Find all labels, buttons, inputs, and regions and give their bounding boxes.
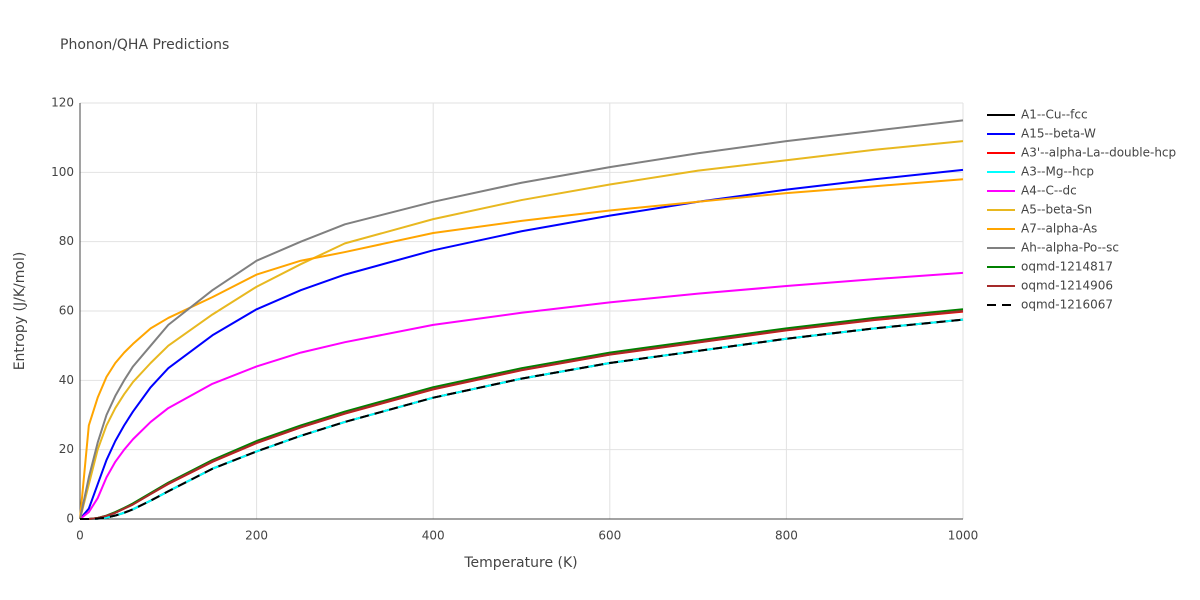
- x-tick-label: 600: [598, 529, 621, 543]
- legend-label: A3--Mg--hcp: [1021, 165, 1094, 179]
- x-tick-label: 800: [775, 529, 798, 543]
- series-line: [79, 119, 964, 520]
- legend-label: oqmd-1216067: [1021, 298, 1113, 312]
- legend-label: A4--C--dc: [1021, 184, 1077, 198]
- series-line: [80, 318, 964, 520]
- legend-label: A5--beta-Sn: [1021, 203, 1092, 217]
- y-tick-label: 120: [51, 96, 74, 110]
- legend-label: A15--beta-W: [1021, 127, 1096, 141]
- y-tick-label: 60: [59, 304, 74, 318]
- y-tick-label: 0: [66, 512, 74, 526]
- y-axis-title: Entropy (J/K/mol): [12, 252, 28, 371]
- series-line: [79, 271, 964, 520]
- legend-label: A1--Cu--fcc: [1021, 108, 1088, 122]
- chart-title: Phonon/QHA Predictions: [60, 37, 229, 53]
- legend-label: A7--alpha-As: [1021, 222, 1097, 236]
- x-tick-label: 400: [422, 529, 445, 543]
- y-tick-label: 40: [59, 373, 74, 387]
- y-tick-label: 20: [59, 442, 74, 456]
- legend-label: A3'--alpha-La--double-hcp: [1021, 146, 1176, 160]
- series-line: [79, 140, 964, 520]
- x-tick-label: 1000: [948, 529, 979, 543]
- x-axis-title: Temperature (K): [463, 555, 577, 571]
- y-tick-label: 80: [59, 234, 74, 248]
- x-tick-label: 200: [245, 529, 268, 543]
- legend-label: Ah--alpha-Po--sc: [1021, 241, 1119, 255]
- legend-label: oqmd-1214817: [1021, 260, 1113, 274]
- x-tick-label: 0: [76, 529, 84, 543]
- series-line: [79, 178, 964, 520]
- y-tick-label: 100: [51, 165, 74, 179]
- series-line: [80, 310, 964, 520]
- legend-label: oqmd-1214906: [1021, 279, 1113, 293]
